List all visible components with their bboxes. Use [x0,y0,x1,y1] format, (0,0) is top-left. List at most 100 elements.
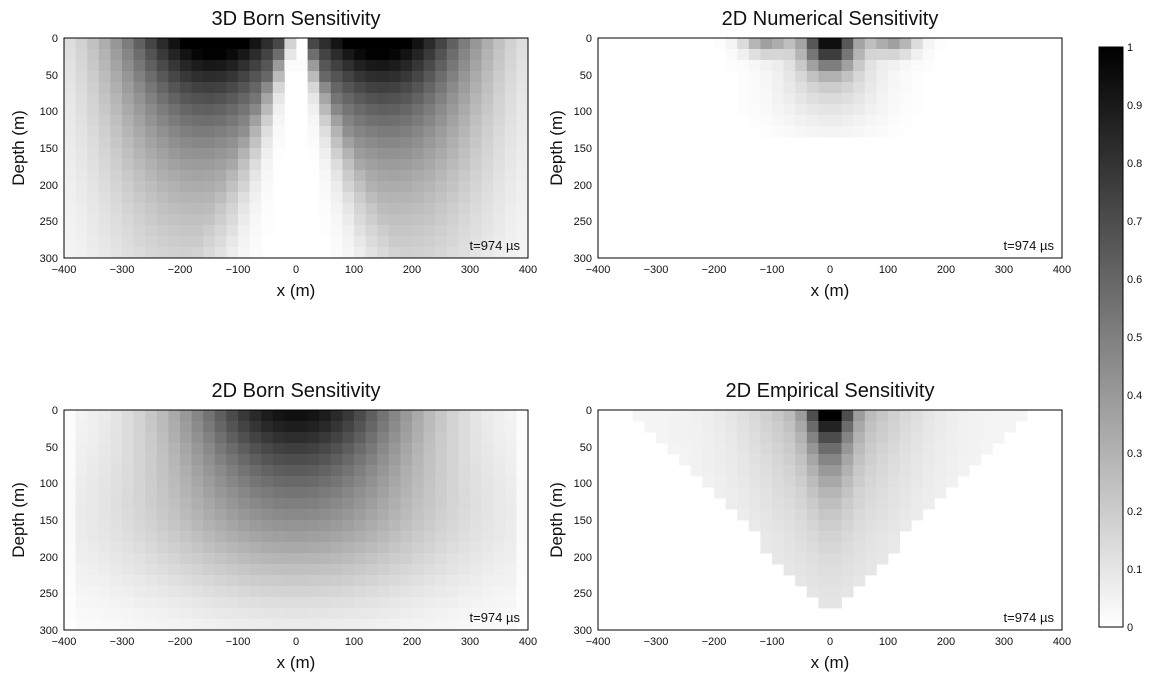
heatmap-cell [261,126,274,138]
heatmap-cell [435,575,448,587]
heatmap-cell [214,104,227,116]
heatmap-cell [342,236,355,248]
heatmap-cell [435,247,448,259]
heatmap-cell [296,619,308,631]
heatmap-cell [934,454,947,466]
heatmap-cell [98,487,111,499]
heatmap-cell [307,465,320,477]
heatmap-cell [841,564,854,576]
heatmap-cell [180,71,192,83]
heatmap-cell [876,509,889,521]
heatmap-cell [980,410,993,422]
heatmap-cell [481,82,494,94]
heatmap-cell [806,93,819,105]
heatmap-cell [354,49,366,61]
heatmap-cell [423,82,436,94]
heatmap-cell [133,137,146,149]
heatmap-cell [238,575,250,587]
heatmap-cell [261,170,274,182]
heatmap-cell [481,159,494,171]
heatmap-cell [830,104,842,116]
heatmap-cell [98,619,111,631]
heatmap-cell [853,520,866,532]
heatmap-cell [679,454,692,466]
heatmap-cell [249,203,262,215]
y-tick-label: 300 [40,253,58,265]
heatmap-cell [354,225,366,237]
heatmap-cell [180,575,192,587]
heatmap-cell [876,93,889,105]
heatmap-cell [516,126,529,138]
heatmap-cell [319,203,332,215]
heatmap-cell [423,203,436,215]
heatmap-cell [853,443,866,455]
heatmap-cell [516,170,529,182]
heatmap-cell [180,126,192,138]
colorbar-tick-label: 1 [1127,42,1133,54]
heatmap-cell [760,465,773,477]
heatmap-cell [830,586,842,598]
heatmap-cell [388,203,401,215]
heatmap-cell [377,432,390,444]
heatmap-cell [319,192,332,204]
heatmap-cell [272,115,285,127]
heatmap-cell [238,181,250,193]
heatmap-cell [888,71,900,83]
heatmap-cell [795,93,808,105]
heatmap-cell [423,575,436,587]
heatmap-cell [145,93,158,105]
heatmap-cell [435,619,448,631]
heatmap-cell [122,126,134,138]
heatmap-cell [922,60,935,72]
heatmap-cell [795,520,808,532]
heatmap-cell [145,410,158,422]
heatmap-cell [87,421,100,433]
heatmap-cell [899,498,912,510]
time-annotation: t=974 µs [470,238,521,253]
heatmap-cell [64,192,76,204]
heatmap-cell [644,410,657,422]
heatmap-cell [911,454,924,466]
heatmap-cell [470,137,482,149]
heatmap-cell [330,126,343,138]
heatmap-cell [400,82,413,94]
heatmap-cell [853,509,866,521]
heatmap-cell [133,49,146,61]
heatmap-cell [342,410,355,422]
heatmap-cell [319,520,332,532]
heatmap-cell [64,203,76,215]
heatmap-cell [504,71,517,83]
heatmap-cell [365,170,378,182]
heatmap-cell [238,597,250,609]
heatmap-cell [168,531,181,543]
heatmap-cell [922,454,935,466]
heatmap-cell [911,82,924,94]
heatmap-cell [725,476,738,488]
x-tick-label: 200 [937,264,955,276]
heatmap-cell [261,60,274,72]
heatmap-cell [110,225,123,237]
heatmap-cell [272,454,285,466]
heatmap-cell [75,476,88,488]
heatmap-cell [272,619,285,631]
heatmap-cell [110,553,123,565]
heatmap-cell [330,159,343,171]
heatmap-cell [423,520,436,532]
heatmap-cell [493,586,506,598]
heatmap-cell [110,531,123,543]
heatmap-cell [493,421,506,433]
heatmap-cell [272,498,285,510]
heatmap-cell [446,432,459,444]
heatmap-cell [818,542,831,554]
heatmap-cells [64,410,529,631]
heatmap-cell [110,236,123,248]
heatmap-cell [365,159,378,171]
heatmap-cell [864,49,877,61]
heatmap-cell [110,82,123,94]
heatmap-cell [853,71,866,83]
heatmap-cell [307,421,320,433]
heatmap-cell [412,225,424,237]
heatmap-cell [156,498,169,510]
heatmap-cell [342,487,355,499]
heatmap-cell [830,531,842,543]
